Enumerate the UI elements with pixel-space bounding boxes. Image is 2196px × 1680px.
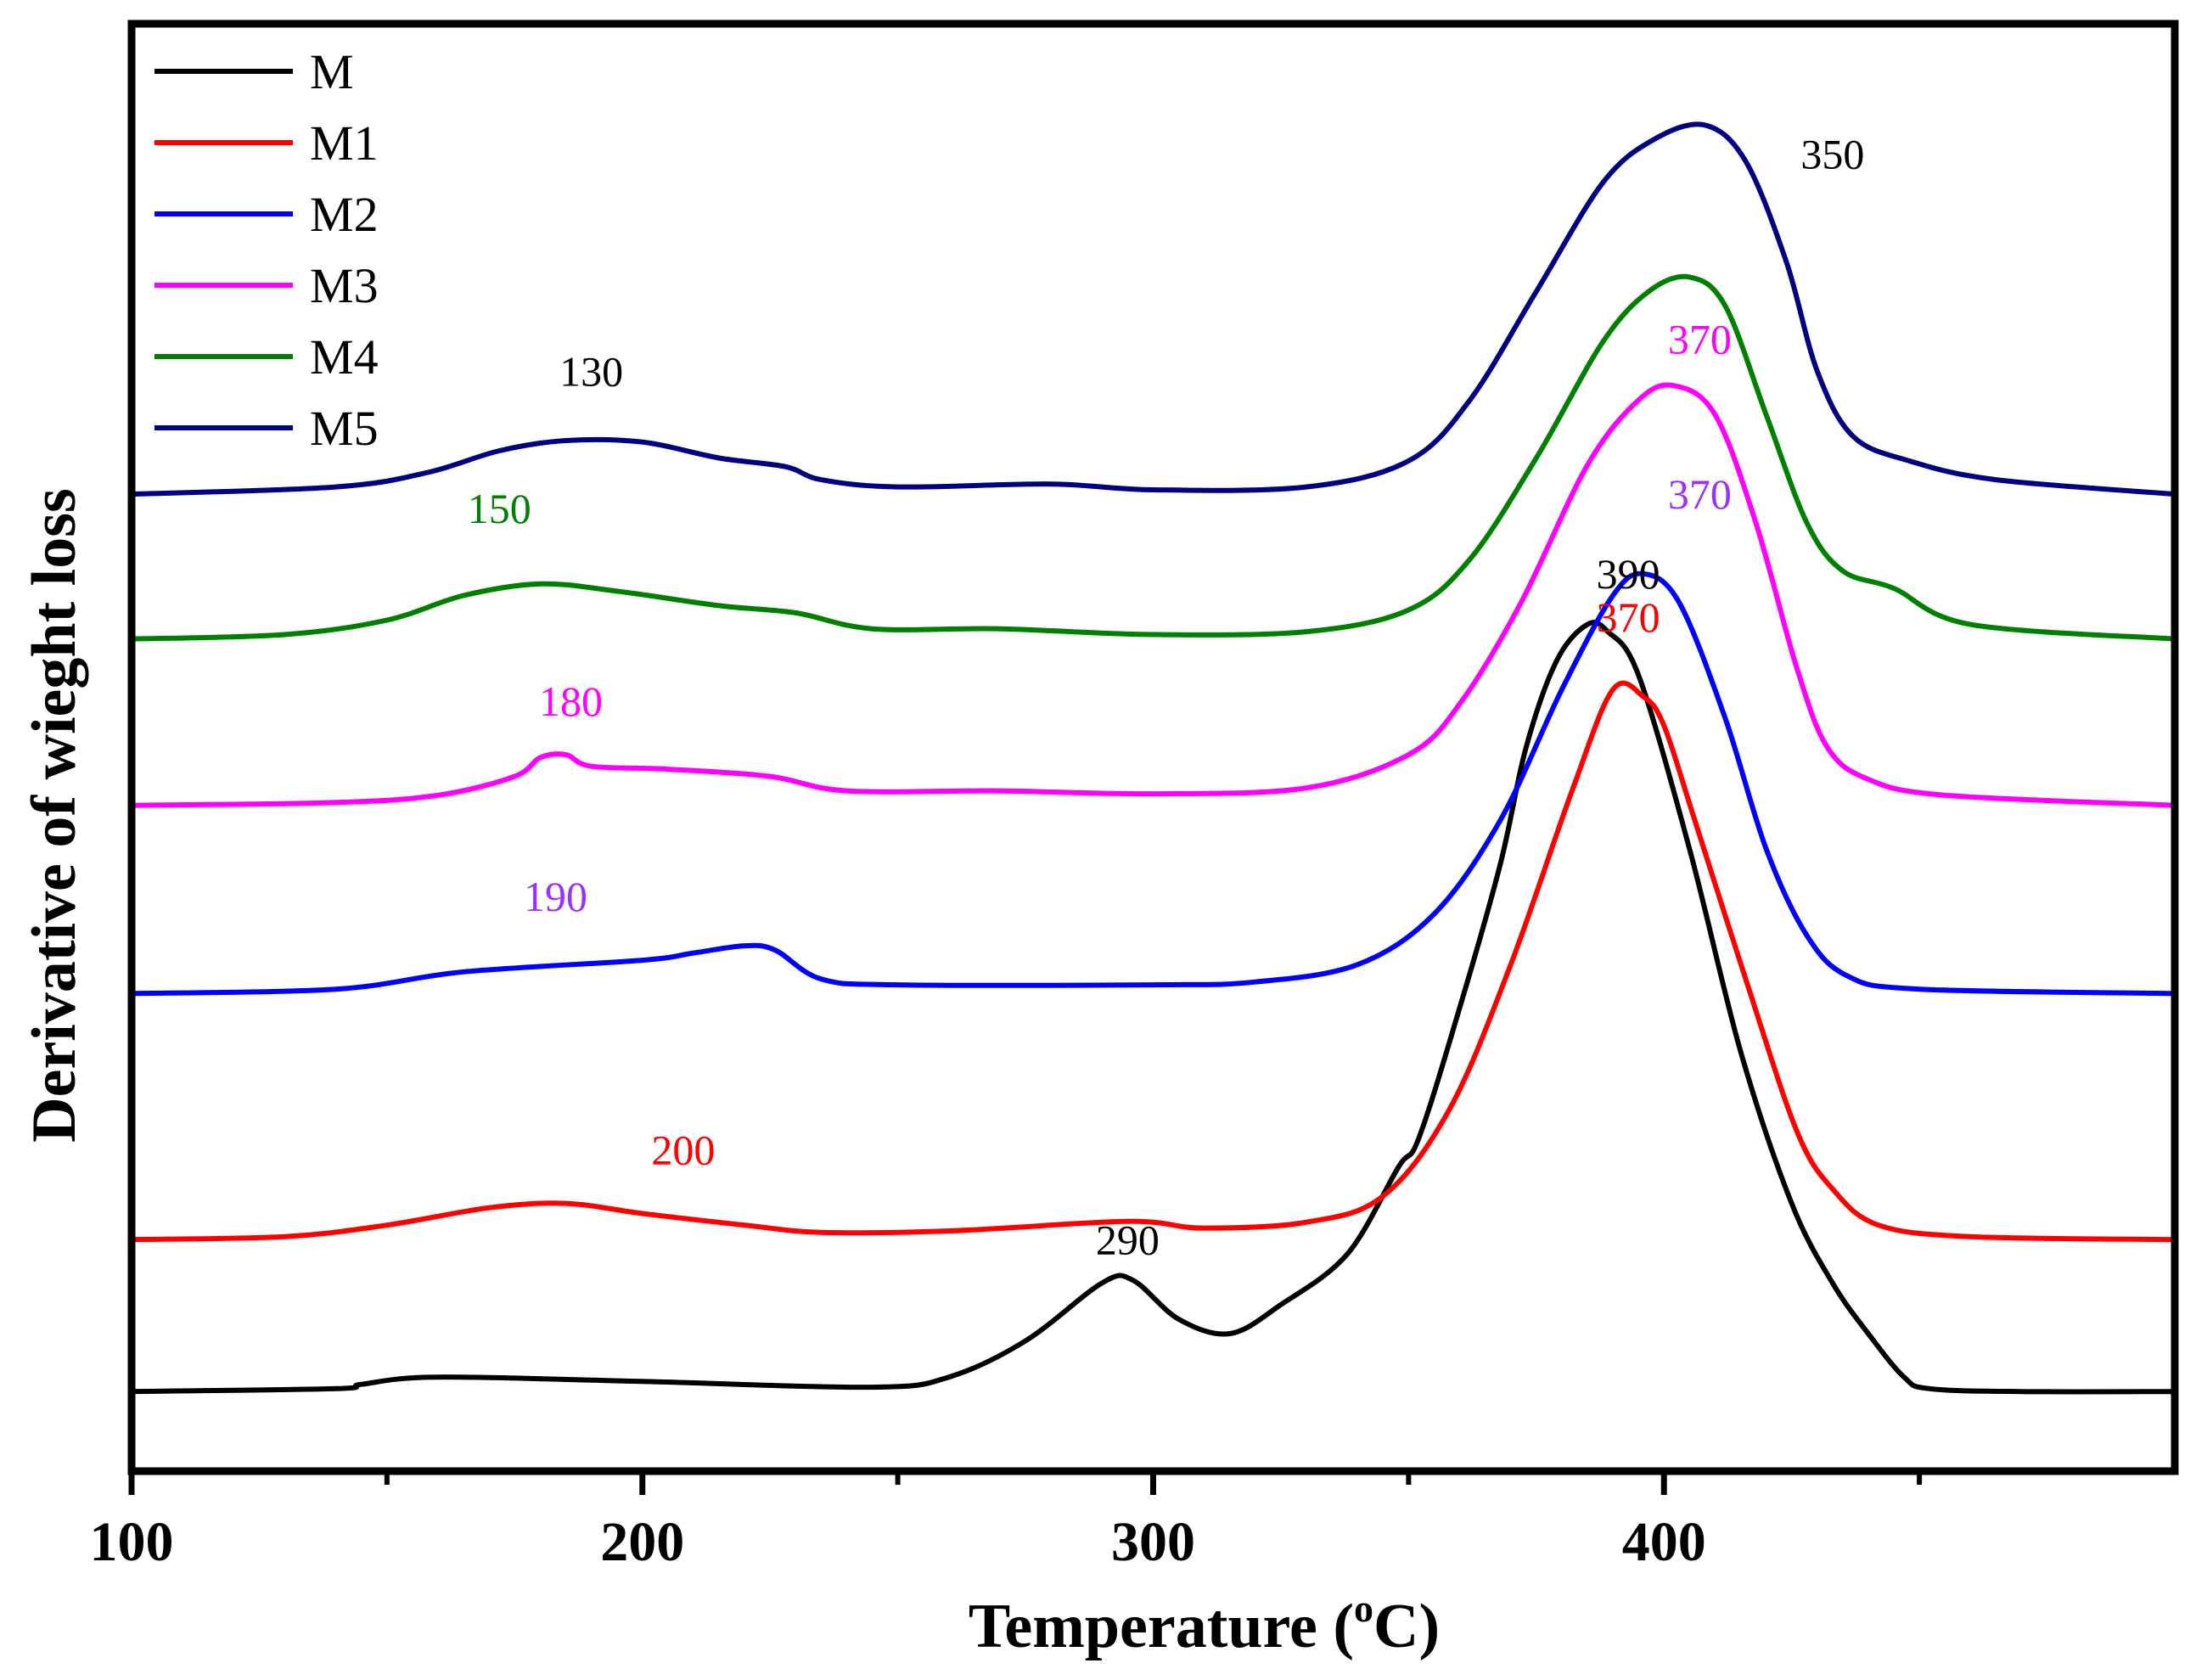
- peak-annotation: 200: [651, 1127, 715, 1174]
- series-line-m: [129, 620, 2177, 1395]
- legend-label-m2: M2: [310, 187, 379, 242]
- x-axis-title: Temperature (oC): [969, 1587, 1440, 1661]
- legend-label-m1: M1: [310, 115, 379, 171]
- peak-annotation: 130: [559, 347, 623, 395]
- series-line-m1: [129, 680, 2177, 1243]
- peak-annotation: 180: [539, 677, 603, 725]
- peak-annotation: 370: [1597, 593, 1660, 641]
- x-axis-title-superscript: o: [1354, 1587, 1373, 1630]
- x-tick-label: 300: [1111, 1511, 1195, 1573]
- x-axis-title-tail: C): [1373, 1592, 1440, 1661]
- x-axis: 100 200 300 400: [90, 1471, 1923, 1573]
- legend-label-m5: M5: [310, 401, 379, 456]
- series-line-m2: [129, 570, 2177, 997]
- peak-annotation: 350: [1800, 131, 1864, 178]
- series-line-m3: [129, 382, 2177, 808]
- x-axis-title-main: Temperature (: [969, 1592, 1354, 1661]
- series-line-m5: [129, 121, 2177, 497]
- legend-label-m3: M3: [310, 258, 379, 313]
- series-layer: [129, 121, 2177, 1395]
- series-line-m4: [129, 273, 2177, 642]
- legend-label-m4: M4: [310, 329, 379, 385]
- peak-annotation: 370: [1668, 470, 1732, 518]
- peak-annotation: 290: [1096, 1216, 1160, 1263]
- y-axis-title: Derivative of wieght loss: [20, 488, 89, 1143]
- peak-annotation: 190: [524, 873, 587, 920]
- legend-label-m: M: [310, 44, 354, 99]
- x-tick-label: 200: [600, 1511, 684, 1573]
- x-tick-label: 400: [1622, 1511, 1706, 1573]
- peak-annotation: 150: [468, 485, 531, 532]
- legend: M M1 M2 M3 M4 M5: [154, 44, 379, 456]
- x-tick-label: 100: [90, 1511, 174, 1573]
- peak-annotation: 390: [1597, 550, 1660, 598]
- peak-annotation: 370: [1668, 316, 1732, 363]
